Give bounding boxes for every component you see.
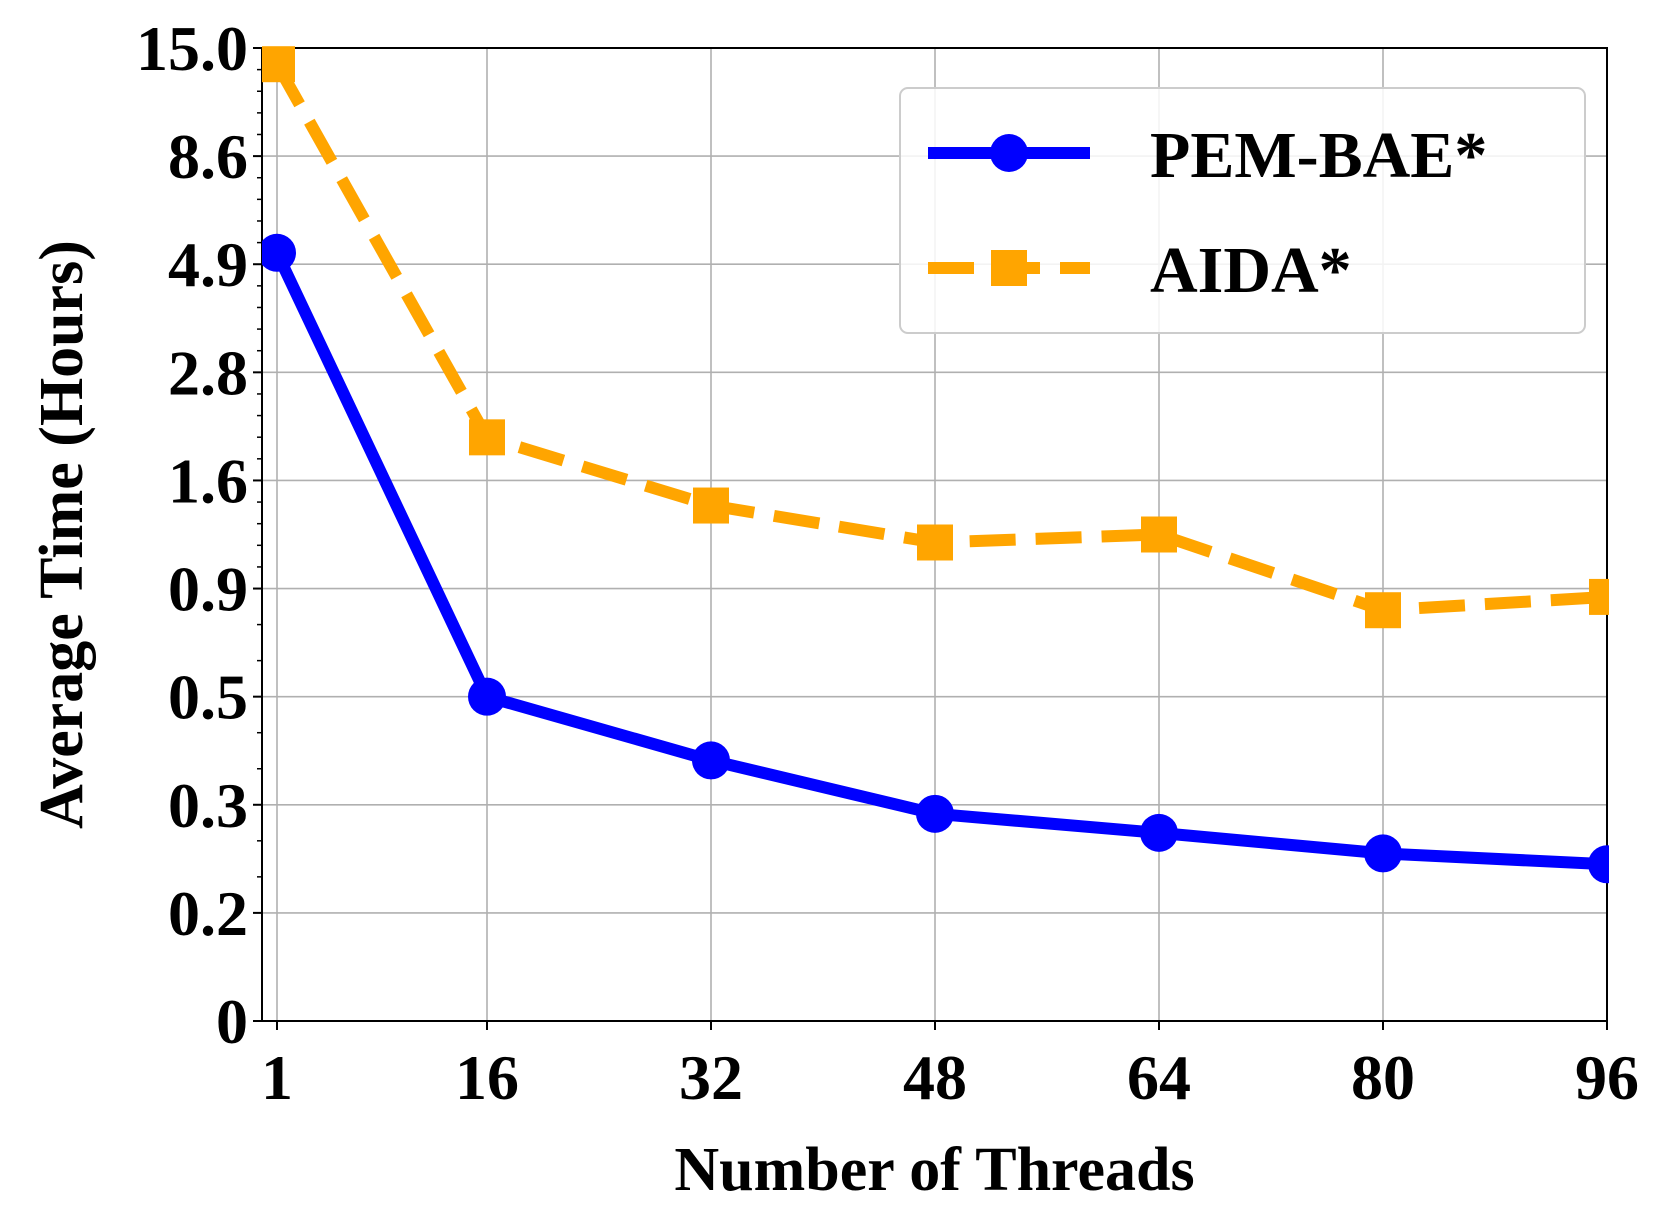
y-tick-label: 15.0 (136, 13, 248, 84)
y-tick-label: 4.9 (168, 229, 248, 300)
x-tick-label: 16 (455, 1042, 519, 1113)
y-tick-label: 8.6 (168, 121, 248, 192)
y-tick-label: 0.5 (168, 662, 248, 733)
y-tick-label: 0.9 (168, 554, 248, 625)
y-tick-label: 0.3 (168, 770, 248, 841)
x-axis: 1 16 32 48 64 80 96 (261, 1021, 1639, 1113)
y-axis: 0 0.2 0.3 0.5 0.9 1.6 2.8 4.9 8.6 15.0 (136, 13, 262, 1057)
legend: PEM-BAE* AIDA* (899, 87, 1586, 334)
y-tick-label: 2.8 (168, 337, 248, 408)
data-point (1364, 834, 1402, 873)
series-pem-bae- (262, 233, 1609, 884)
legend-marker (991, 250, 1027, 286)
data-point (917, 524, 953, 561)
data-point (1589, 578, 1609, 615)
data-point (1140, 813, 1178, 852)
data-point (1588, 845, 1609, 884)
x-tick-label: 1 (261, 1042, 293, 1113)
x-tick-label: 64 (1127, 1042, 1191, 1113)
data-point (468, 677, 506, 716)
series-layer (262, 46, 1609, 884)
x-tick-label: 32 (679, 1042, 743, 1113)
data-point (692, 741, 730, 780)
series-aida- (262, 46, 1609, 629)
data-point (262, 46, 295, 83)
y-tick-label: 1.6 (168, 445, 248, 516)
x-tick-label: 80 (1351, 1042, 1415, 1113)
legend-marker (990, 134, 1028, 172)
data-point (1141, 516, 1177, 553)
data-point (469, 419, 505, 456)
data-point (916, 794, 954, 833)
y-tick-label: 0 (216, 986, 248, 1057)
legend-label: AIDA* (1150, 234, 1352, 307)
x-tick-label: 48 (903, 1042, 967, 1113)
x-tick-label: 96 (1575, 1042, 1639, 1113)
x-axis-label: Number of Threads (674, 1136, 1194, 1204)
data-point (1365, 592, 1401, 629)
y-axis-label: Average Time (Hours) (28, 240, 96, 829)
data-point (262, 233, 296, 272)
legend-label: PEM-BAE* (1150, 119, 1487, 192)
y-tick-label: 0.2 (168, 878, 248, 949)
data-point (693, 487, 729, 524)
